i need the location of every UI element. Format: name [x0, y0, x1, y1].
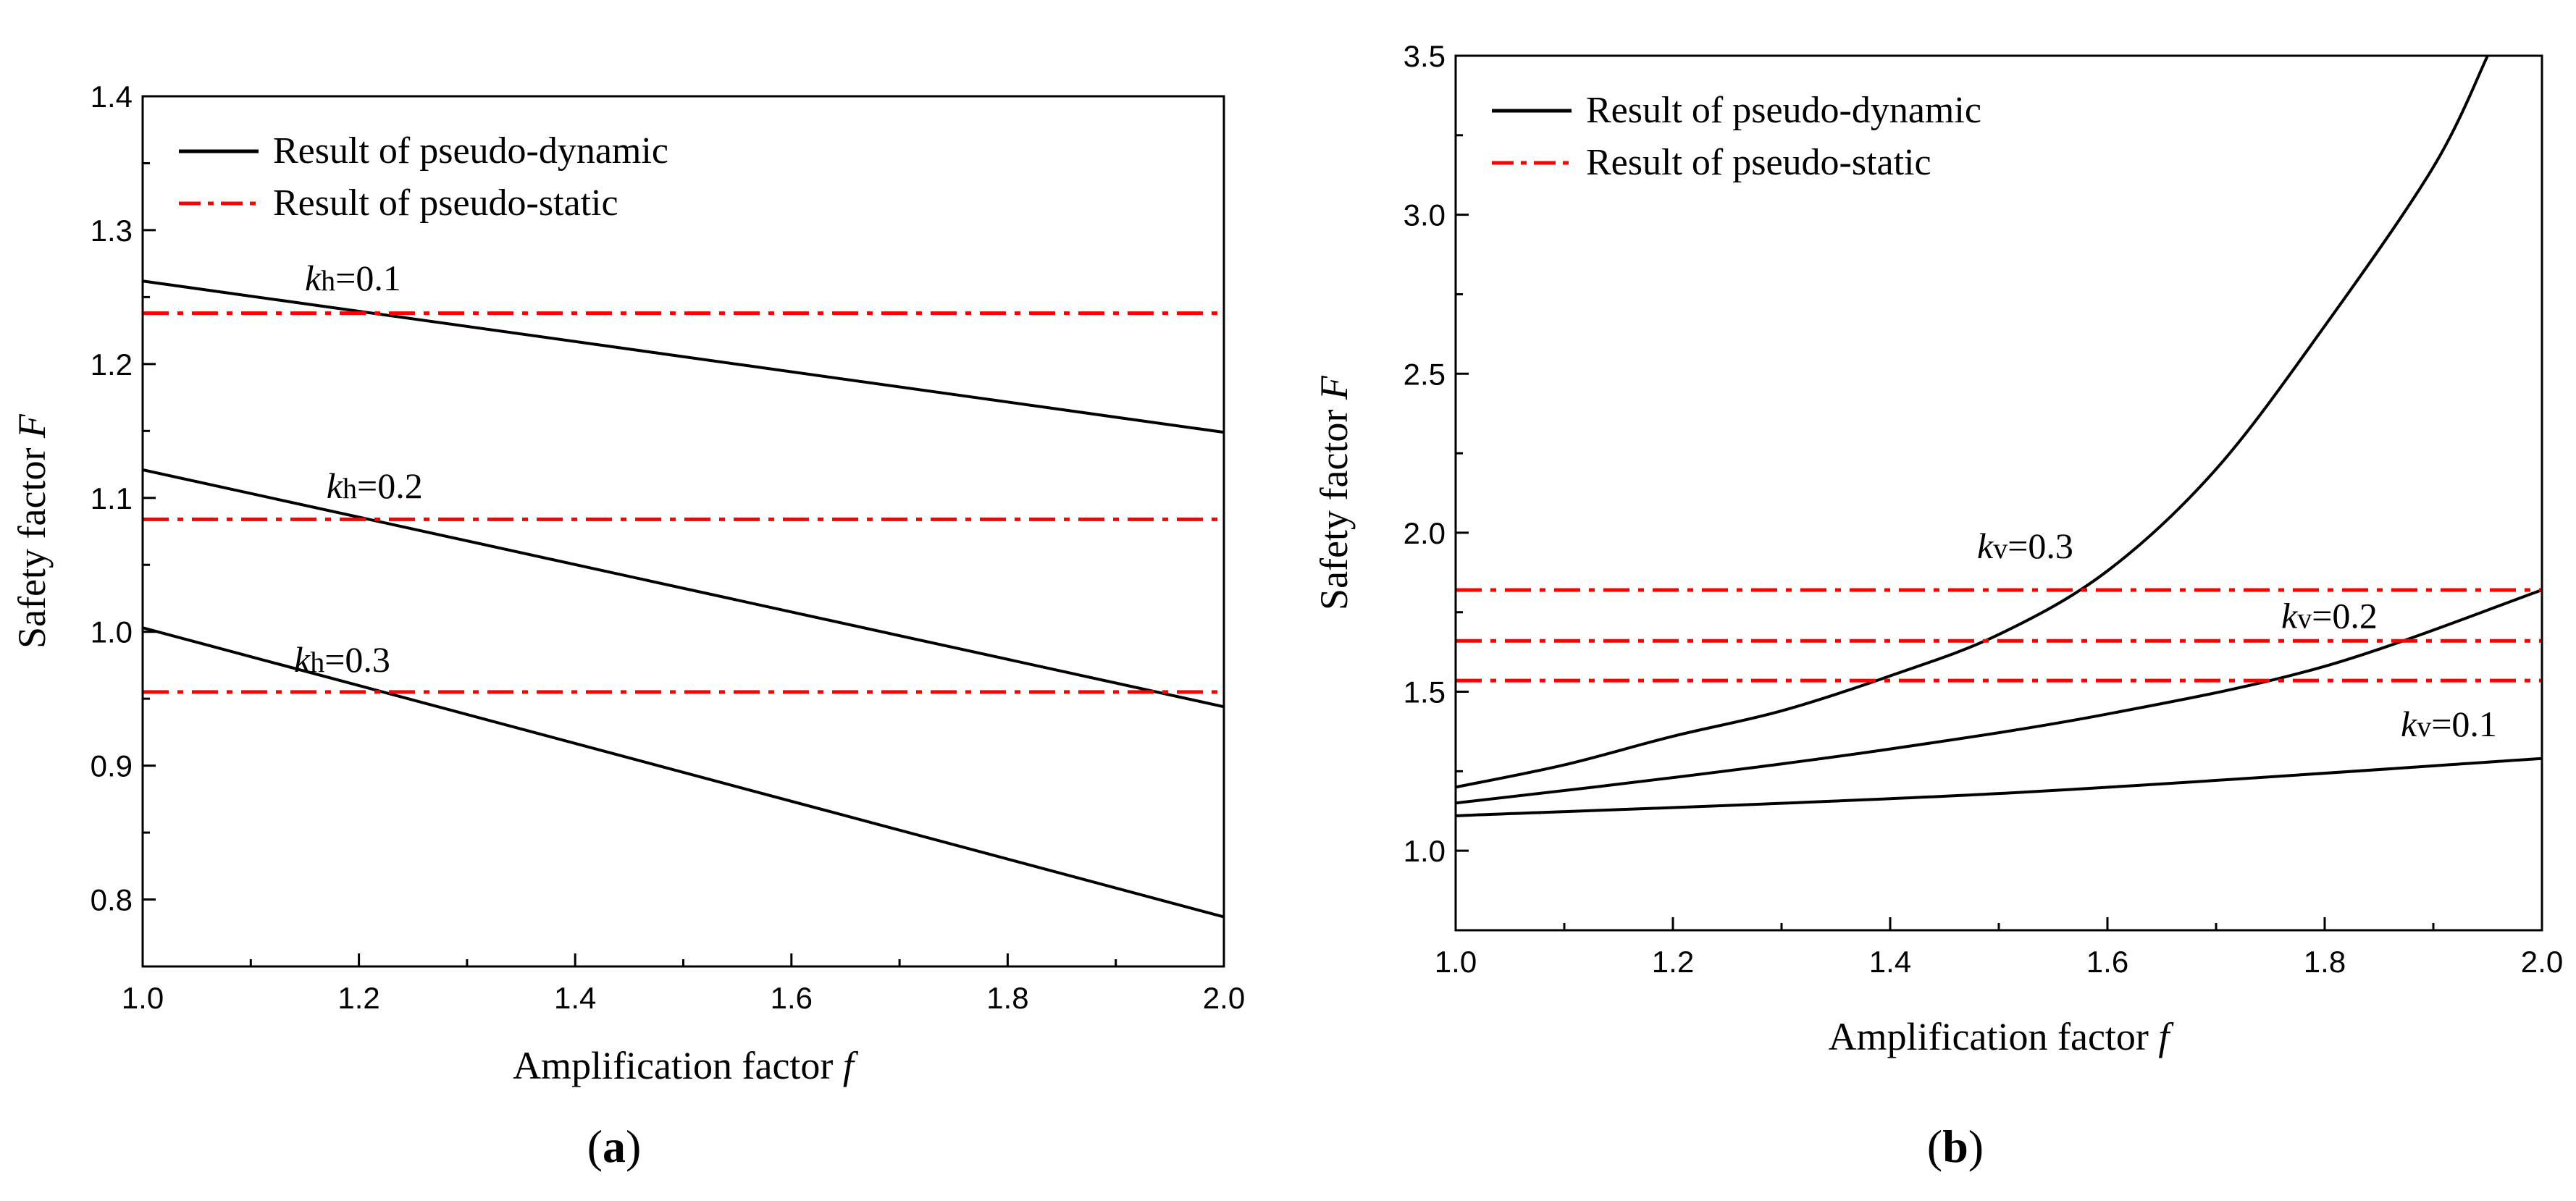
plot-frame [1454, 54, 2543, 932]
legend-label: Result of pseudo-dynamic [273, 130, 668, 172]
y-tick-label: 1.4 [91, 80, 133, 114]
y-axis-label-text: Safety factor [1312, 400, 1356, 610]
annotation-value: =0.2 [2312, 596, 2378, 636]
x-tick-label: 1.0 [122, 981, 164, 1015]
panel-label-open: ( [1927, 1121, 1942, 1172]
curve-annotation: kv=0.2 [2281, 596, 2378, 636]
x-tick-label: 1.6 [771, 981, 813, 1015]
series-line [143, 468, 1224, 709]
series-line [1456, 589, 2542, 805]
y-tick-label: 1.5 [1404, 675, 1446, 709]
x-tick-label: 1.4 [1869, 945, 1911, 979]
legend-label: Result of pseudo-static [1586, 142, 1931, 183]
panel-label: (a) [587, 1121, 642, 1172]
curve-annotation: kv=0.1 [2401, 704, 2497, 744]
y-axis-label: Safety factor F [1312, 375, 1356, 610]
annotation-sub: h [343, 472, 357, 505]
annotation-sub: h [321, 264, 335, 297]
x-tick-label: 1.2 [1652, 945, 1694, 979]
panel-label-open: ( [587, 1121, 603, 1172]
series-group [1456, 56, 2542, 817]
annotation-sub: v [2297, 602, 2312, 635]
x-tick-label: 2.0 [2521, 945, 2563, 979]
y-axis-label-var: F [1312, 375, 1356, 400]
y-tick-label: 2.0 [1404, 516, 1446, 550]
series-group [143, 279, 1224, 919]
x-tick-label: 2.0 [1203, 981, 1245, 1015]
chart-panel-a: 1.0 1.2 1.4 1.6 1.8 2.0 0.8 0.9 1.0 1.1 1.2 1.3 1.4 R… [10, 80, 1245, 1172]
annotation-value: =0.1 [335, 258, 401, 298]
chart-panel-b: 1.0 1.2 1.4 1.6 1.8 2.0 1.0 1.5 2.0 2.5 3.0 3.5 Resu… [1312, 39, 2563, 1172]
x-axis-label: Amplification factor f [1829, 1015, 2175, 1058]
annotation-value: =0.3 [2007, 526, 2073, 566]
panel-label-letter: a [603, 1121, 626, 1172]
curve-annotation: kh=0.2 [327, 465, 423, 506]
y-tick-label: 1.2 [91, 347, 133, 382]
y-tick-label: 1.3 [91, 214, 133, 248]
y-axis-label-text: Safety factor [10, 438, 54, 649]
curve-annotation: kh=0.1 [305, 258, 401, 298]
panel-label-letter: b [1942, 1121, 1968, 1172]
y-tick-label: 2.5 [1404, 357, 1446, 391]
series-line [1456, 56, 2489, 789]
x-axis-label-text: Amplification factor [513, 1044, 843, 1087]
annotation-var: k [294, 639, 311, 680]
legend-label: Result of pseudo-dynamic [1586, 90, 1981, 131]
x-tick-label: 1.6 [2086, 945, 2128, 979]
y-tick-label: 1.0 [1404, 834, 1446, 868]
curve-annotation: kh=0.3 [294, 639, 390, 680]
annotation-var: k [305, 258, 322, 298]
x-axis-label: Amplification factor f [513, 1044, 859, 1087]
annotation-value: =0.3 [324, 639, 390, 680]
annotation-var: k [2281, 596, 2298, 636]
annotation-var: k [327, 465, 343, 506]
annotation-sub: v [1993, 532, 2007, 565]
y-tick-label: 3.0 [1404, 198, 1446, 232]
x-tick-label: 1.8 [986, 981, 1028, 1015]
x-tick-label: 1.2 [337, 981, 379, 1015]
series-line [143, 626, 1224, 919]
annotation-value: =0.2 [357, 465, 423, 506]
series-line [1456, 757, 2542, 817]
y-tick-label: 1.0 [91, 615, 133, 649]
annotation-value: =0.1 [2431, 704, 2497, 744]
series-line [143, 279, 1224, 434]
y-tick-label: 1.1 [91, 481, 133, 515]
annotation-sub: v [2417, 710, 2431, 743]
x-tick-label: 1.4 [554, 981, 596, 1015]
y-axis-label-var: F [10, 413, 54, 439]
panel-label-close: ) [626, 1121, 641, 1172]
x-axis-label-var: f [2158, 1015, 2174, 1058]
legend-label: Result of pseudo-static [273, 182, 618, 224]
x-tick-label: 1.8 [2304, 945, 2346, 979]
x-tick-label: 1.0 [1435, 945, 1477, 979]
y-tick-label: 3.5 [1404, 39, 1446, 73]
y-tick-label: 0.8 [91, 883, 133, 917]
x-axis-label-var: f [843, 1044, 859, 1087]
curve-annotation: kv=0.3 [1977, 526, 2073, 566]
annotation-sub: h [310, 646, 324, 678]
annotation-var: k [1977, 526, 1994, 566]
plot-frame [141, 95, 1225, 968]
x-axis-label-text: Amplification factor [1829, 1015, 2159, 1058]
panel-label: (b) [1927, 1121, 1984, 1172]
y-tick-label: 0.9 [91, 749, 133, 783]
annotation-var: k [2401, 704, 2417, 744]
panel-label-close: ) [1968, 1121, 1984, 1172]
y-axis-label: Safety factor F [10, 413, 54, 649]
